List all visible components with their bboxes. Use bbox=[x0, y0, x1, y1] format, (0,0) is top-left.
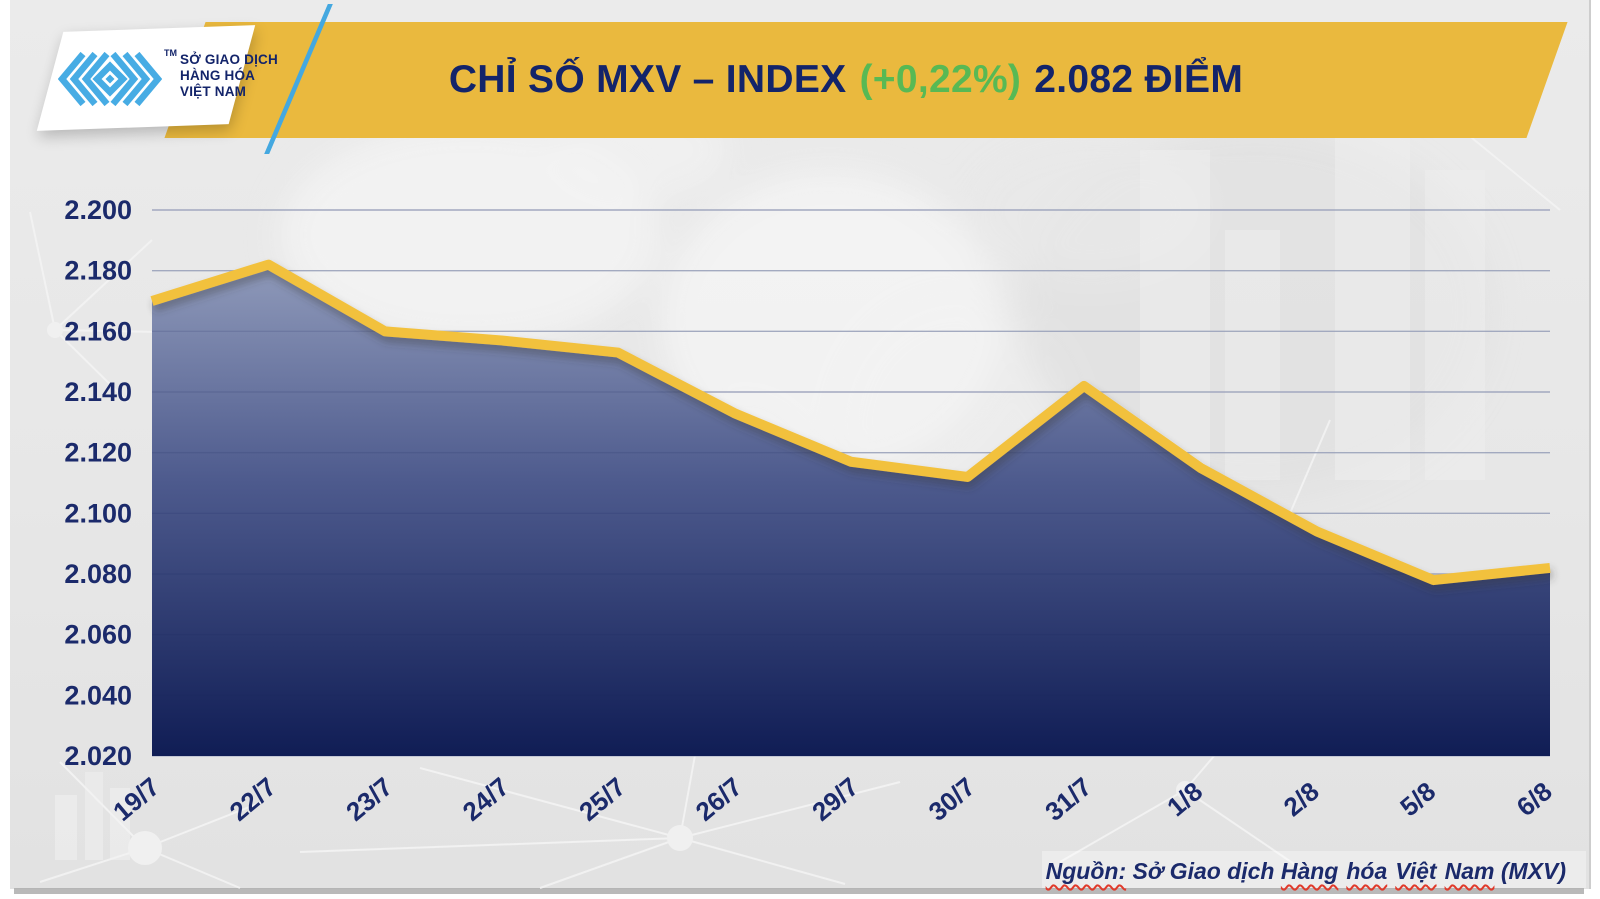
source-word-hang: Hàng bbox=[1280, 858, 1339, 884]
bar-watermark bbox=[55, 115, 1485, 860]
y-tick-label: 2.020 bbox=[64, 741, 132, 771]
logo-text: SỞ GIAO DỊCH HÀNG HÓA VIỆT NAM bbox=[180, 52, 278, 100]
x-tick-label: 26/7 bbox=[690, 771, 748, 827]
source-word-nguon: Nguồn: bbox=[1045, 858, 1127, 884]
x-axis-labels: 19/7 22/7 23/7 24/7 25/7 26/7 29/7 30/7 31/7 1/8 2… bbox=[107, 771, 1558, 827]
y-tick-label: 2.140 bbox=[64, 377, 132, 407]
title-change-percent: (+0,22%) bbox=[859, 58, 1022, 101]
x-tick-label: 22/7 bbox=[224, 771, 282, 827]
y-tick-label: 2.060 bbox=[64, 620, 132, 650]
x-tick-label: 24/7 bbox=[457, 771, 515, 827]
logo-text-line1: SỞ GIAO DỊCH bbox=[180, 52, 278, 67]
source-word-hoa: hóa bbox=[1346, 858, 1388, 884]
mxv-logo-icon bbox=[58, 51, 162, 107]
page-title: CHỈ SỐ MXV – INDEX (+0,22%) 2.082 ĐIỂM bbox=[246, 22, 1446, 138]
y-tick-label: 2.200 bbox=[64, 195, 132, 225]
x-tick-label: 29/7 bbox=[806, 771, 864, 827]
slide-bottom-shadow bbox=[14, 888, 1584, 894]
source-note-panel bbox=[1042, 851, 1586, 888]
x-tick-label: 2/8 bbox=[1278, 776, 1325, 822]
y-tick-label: 2.180 bbox=[64, 256, 132, 286]
x-tick-label: 23/7 bbox=[340, 771, 398, 827]
x-tick-label: 6/8 bbox=[1511, 776, 1558, 822]
area-fill bbox=[152, 264, 1550, 756]
x-tick-label: 31/7 bbox=[1039, 771, 1097, 827]
logo-tm-mark: TM bbox=[164, 48, 177, 58]
source-word-nam: Nam bbox=[1444, 858, 1495, 884]
x-tick-label: 30/7 bbox=[923, 771, 981, 827]
source-text-sgd: Sở Giao dịch bbox=[1126, 858, 1281, 884]
y-tick-label: 2.080 bbox=[64, 559, 132, 589]
y-axis-labels: 2.200 2.180 2.160 2.140 2.120 2.100 2.080 2.060… bbox=[64, 195, 132, 771]
y-tick-label: 2.100 bbox=[64, 498, 132, 528]
source-note: Nguồn: Sở Giao dịch Hàng hóa Việt Nam (MXV) bbox=[1033, 831, 1566, 885]
logo-text-line2: HÀNG HÓA bbox=[180, 67, 256, 83]
x-tick-label: 19/7 bbox=[107, 771, 165, 827]
x-tick-label: 5/8 bbox=[1394, 776, 1441, 822]
source-word-viet: Việt bbox=[1395, 858, 1437, 884]
y-tick-label: 2.160 bbox=[64, 316, 132, 346]
logo-text-line3: VIỆT NAM bbox=[180, 83, 247, 99]
x-tick-label: 1/8 bbox=[1161, 776, 1208, 822]
y-tick-label: 2.040 bbox=[64, 680, 132, 710]
title-main: CHỈ SỐ MXV – INDEX bbox=[448, 58, 847, 101]
title-index-value: 2.082 ĐIỂM bbox=[1034, 58, 1244, 101]
mxv-logo: TM SỞ GIAO DỊCH HÀNG HÓA VIỆT NAM bbox=[58, 46, 278, 108]
source-text-mxv: (MXV) bbox=[1494, 858, 1566, 884]
y-tick-label: 2.120 bbox=[64, 438, 132, 468]
x-tick-label: 25/7 bbox=[573, 771, 631, 827]
index-line bbox=[150, 259, 1551, 586]
